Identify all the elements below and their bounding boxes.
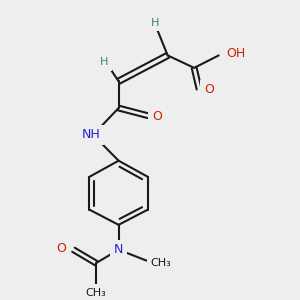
Text: N: N — [114, 243, 123, 256]
Text: CH₃: CH₃ — [85, 288, 106, 298]
Text: NH: NH — [82, 128, 100, 141]
Text: O: O — [152, 110, 162, 123]
Text: H: H — [100, 57, 108, 67]
Text: OH: OH — [226, 47, 246, 60]
Text: CH₃: CH₃ — [150, 258, 171, 268]
Text: O: O — [57, 242, 67, 255]
Text: H: H — [151, 18, 159, 28]
Text: O: O — [204, 83, 214, 96]
